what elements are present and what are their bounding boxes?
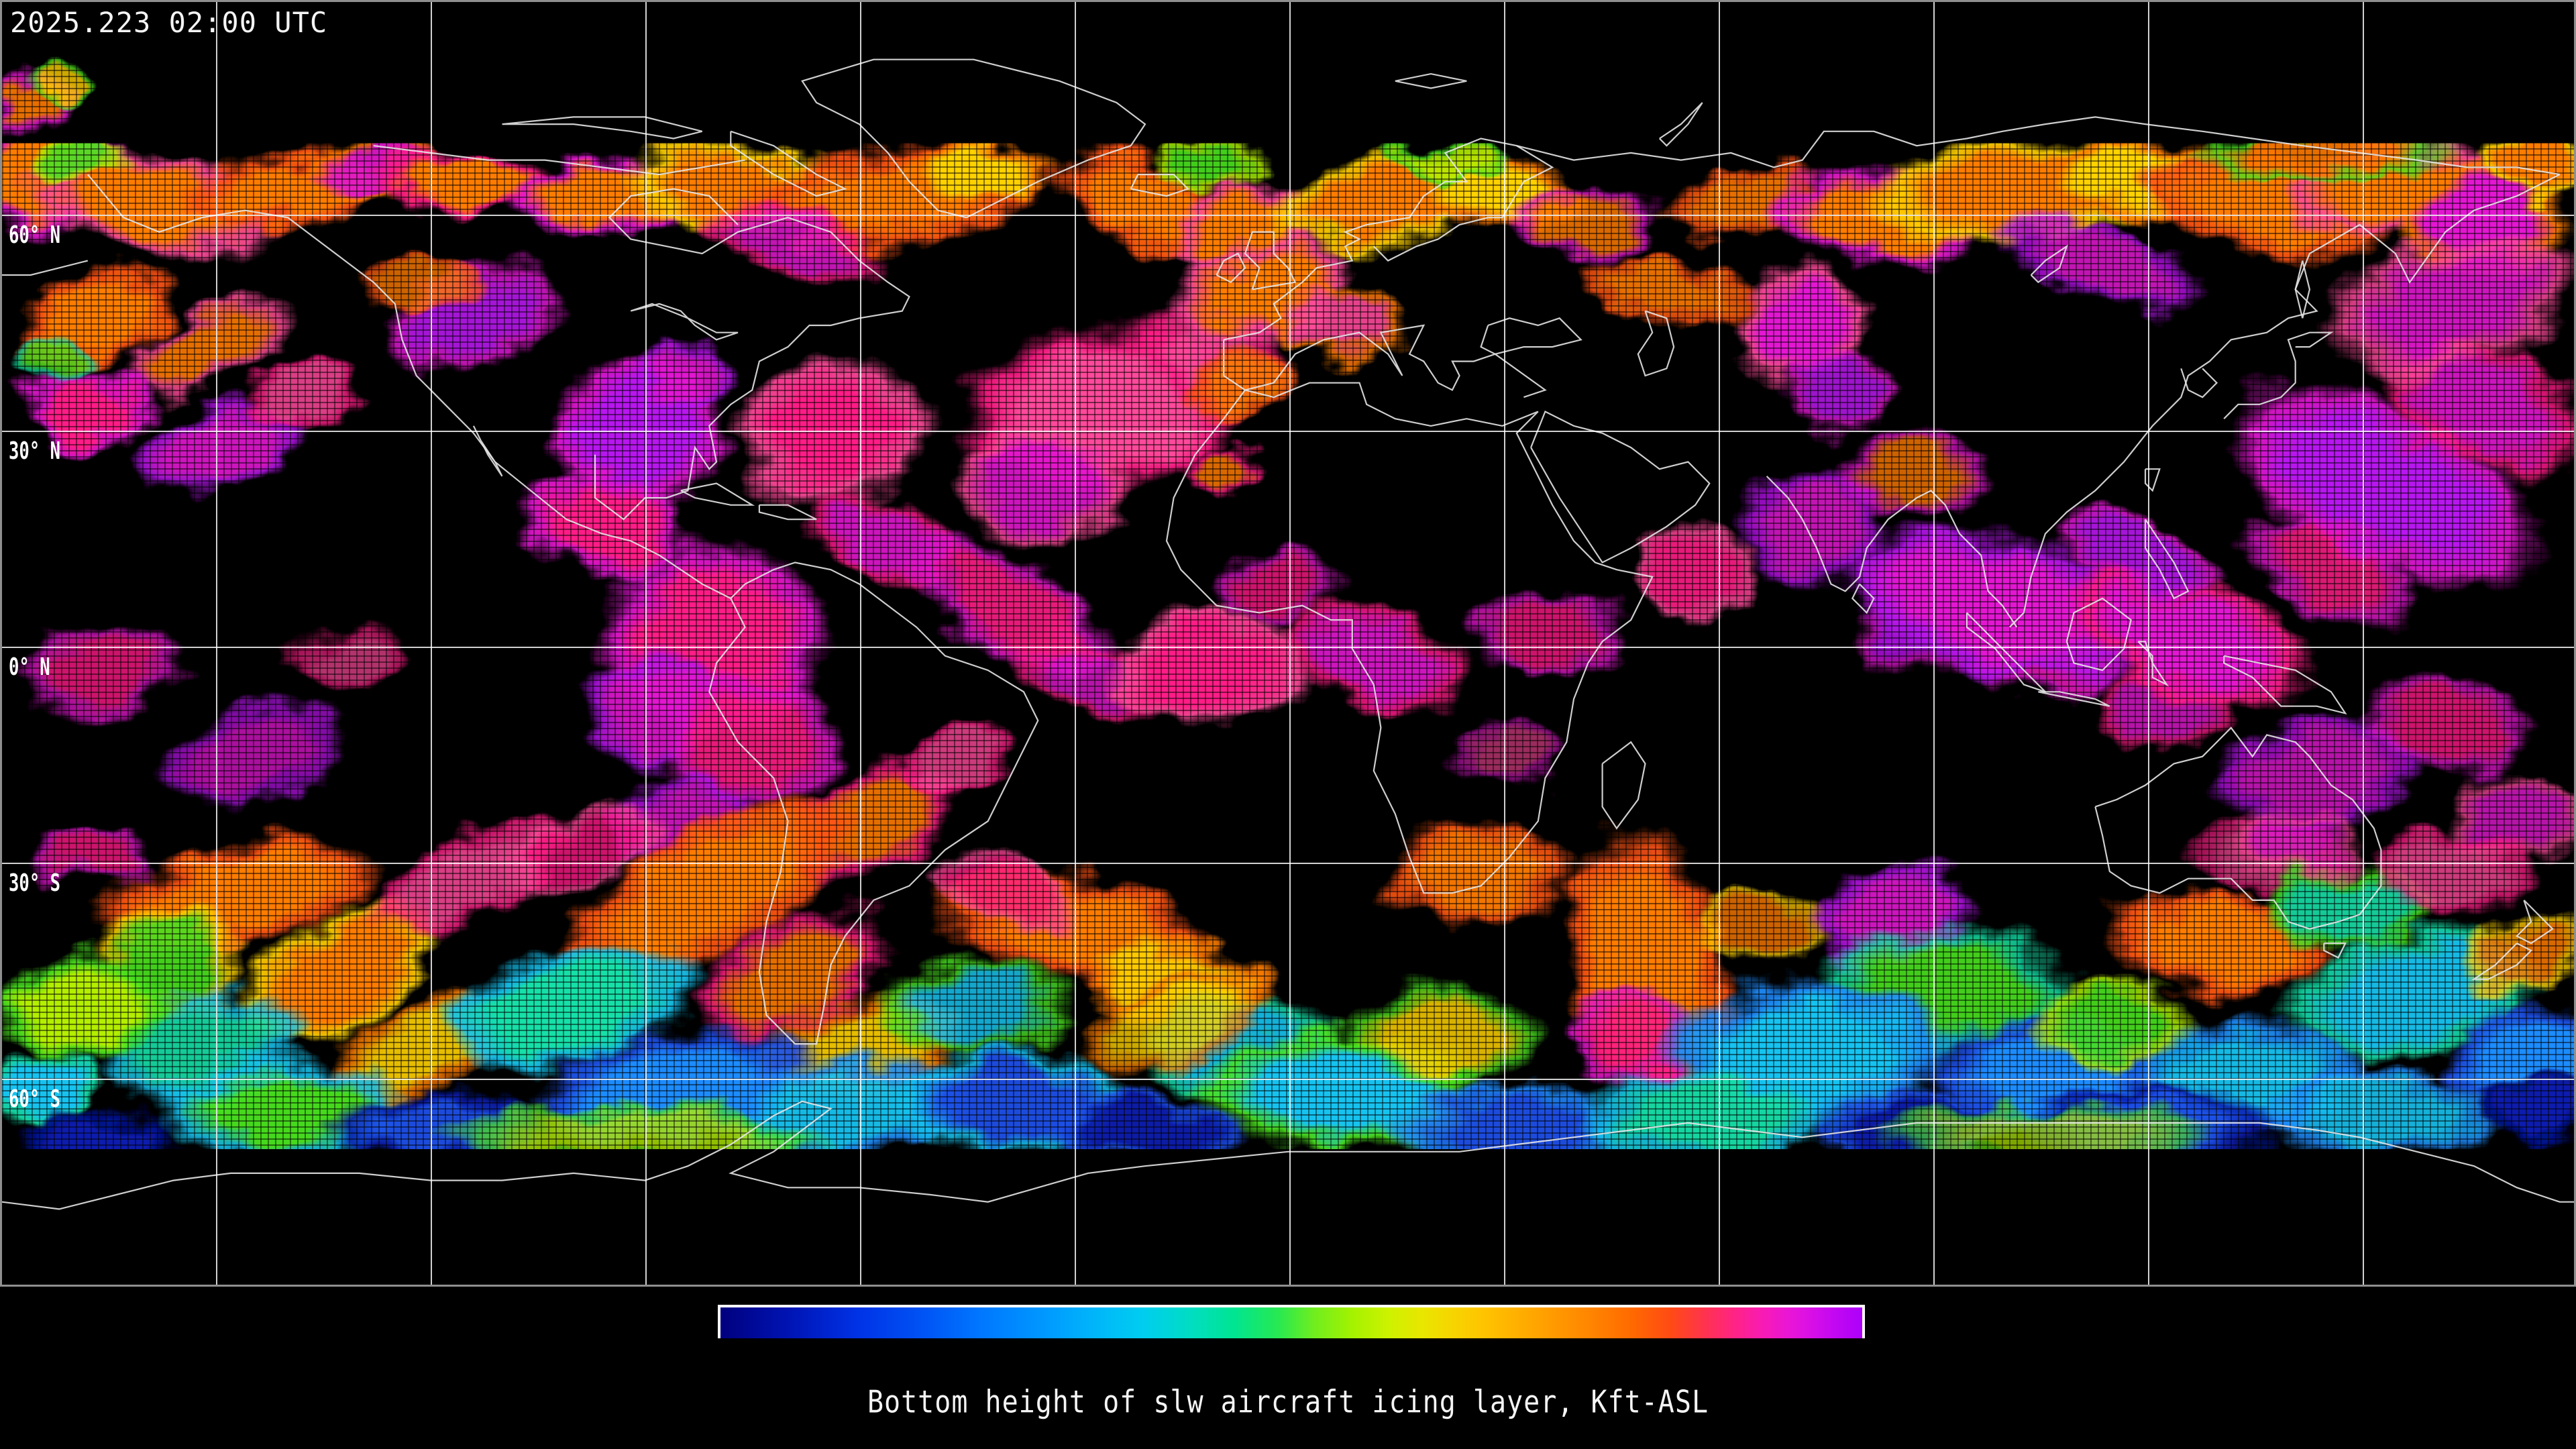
coastline <box>2094 727 2382 930</box>
coastline <box>758 504 817 521</box>
coastline <box>1766 476 2018 628</box>
coastline <box>2 260 89 276</box>
coastline <box>373 145 745 176</box>
coastline <box>2223 331 2334 419</box>
coastline <box>708 561 1039 1045</box>
coastline <box>1165 382 1654 894</box>
coastline <box>1966 612 2046 693</box>
coastlines-and-graticule-layer <box>2 2 2574 1285</box>
coastline <box>502 116 702 140</box>
timestamp: 2025.223 02:00 UTC <box>10 6 328 39</box>
latitude-label: 60° N <box>9 221 61 249</box>
coastline <box>2 1100 2574 1210</box>
coastline <box>1851 583 1875 614</box>
latitude-label: 60° S <box>9 1085 61 1113</box>
coastline <box>680 482 755 506</box>
coastline <box>2144 468 2161 492</box>
colorbar-title: Bottom height of slw aircraft icing laye… <box>867 1385 1709 1420</box>
coastline <box>1130 174 1189 197</box>
coastline <box>1480 317 1582 355</box>
coastline <box>630 303 739 341</box>
coastline <box>1223 324 1547 398</box>
coastline <box>1223 138 1554 341</box>
coastline <box>2180 368 2218 398</box>
coastline <box>1216 252 1246 284</box>
coastline <box>1601 741 1646 830</box>
colorbar <box>718 1305 1865 1338</box>
coastline <box>1395 72 1467 89</box>
coastline <box>2323 943 2347 959</box>
coastline <box>1637 310 1675 377</box>
coastline <box>730 130 847 197</box>
coastline <box>2223 655 2347 715</box>
coastline <box>472 425 503 477</box>
coastline <box>801 58 1146 219</box>
coastline <box>2038 691 2110 707</box>
coastline <box>2008 174 2561 628</box>
coastline <box>1530 410 1711 564</box>
coastline <box>594 188 910 521</box>
latitude-label: 30° S <box>9 869 61 897</box>
world-map: 60° N 30° N 0° N 30° S 60° S 2025.223 02:00 … <box>0 0 2576 1287</box>
coastline <box>2065 597 2132 672</box>
coastline <box>1244 231 1297 290</box>
coastline <box>2144 519 2190 600</box>
coastline <box>2137 641 2169 687</box>
coastline <box>1516 116 2560 176</box>
coastline <box>87 174 731 599</box>
colorbar-legend: 024681012141620 Bottom height of slw air… <box>0 1287 2576 1449</box>
latitude-label: 0° N <box>9 653 50 681</box>
coastline <box>2030 244 2068 284</box>
coastline <box>2471 943 2532 980</box>
coastline <box>2515 900 2554 945</box>
coastline <box>2294 260 2311 319</box>
latitude-label: 30° N <box>9 437 61 465</box>
coastline <box>1659 102 1703 147</box>
